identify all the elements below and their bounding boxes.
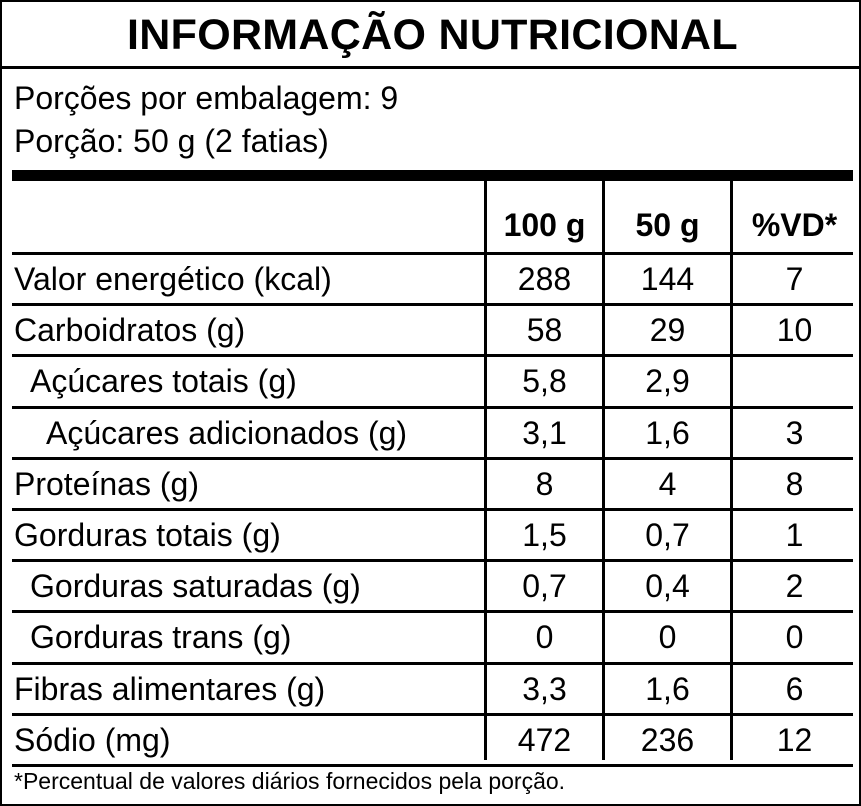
value-50g: 0,4 <box>645 568 690 605</box>
value-50g: 4 <box>658 465 677 502</box>
column-header-100g: 100 g <box>503 207 586 243</box>
table-row: Açúcares totais (g) 5,8 2,9 <box>2 357 861 405</box>
value-vd: 7 <box>785 261 804 297</box>
value-vd: 2 <box>785 568 804 605</box>
column-header-vd: %VD* <box>751 207 838 243</box>
value-vd: 6 <box>785 670 804 707</box>
serving-size: Porção: 50 g (2 fatias) <box>14 123 329 159</box>
nutrient-name: Gorduras trans (g) <box>30 619 292 656</box>
table-row: Carboidratos (g) 58 29 10 <box>2 306 861 354</box>
value-vd: 8 <box>785 465 804 502</box>
value-50g: 1,6 <box>645 414 690 451</box>
nutrient-name: Açúcares adicionados (g) <box>46 414 408 451</box>
value-100g: 288 <box>517 261 572 297</box>
row-divider <box>12 508 853 511</box>
column-divider <box>602 181 605 760</box>
row-divider <box>12 661 853 665</box>
value-vd: 10 <box>776 312 813 349</box>
column-divider <box>484 181 487 760</box>
row-divider <box>12 764 853 767</box>
title-divider <box>2 66 861 69</box>
nutrient-name: Proteínas (g) <box>14 465 199 502</box>
label-title: INFORMAÇÃO NUTRICIONAL <box>127 11 738 59</box>
value-100g: 0,7 <box>522 568 567 605</box>
nutrient-name: Açúcares totais (g) <box>30 363 297 400</box>
nutrient-name: Sódio (mg) <box>14 721 171 758</box>
thick-divider <box>12 170 853 181</box>
nutrient-name: Gorduras saturadas (g) <box>30 568 361 605</box>
table-row: Sódio (mg) 472 236 12 <box>2 716 861 764</box>
nutrient-name: Fibras alimentares (g) <box>14 670 326 707</box>
column-divider <box>730 181 733 760</box>
value-50g: 2,9 <box>645 363 690 400</box>
value-100g: 58 <box>526 312 563 349</box>
table-row: Gorduras totais (g) 1,5 0,7 1 <box>2 511 861 559</box>
row-divider <box>12 559 853 563</box>
value-50g: 1,6 <box>645 670 690 707</box>
row-divider <box>12 712 853 716</box>
table-row: Gorduras saturadas (g) 0,7 0,4 2 <box>2 562 861 610</box>
nutrient-name: Gorduras totais (g) <box>14 517 281 553</box>
servings-per-package: Porções por embalagem: 9 <box>14 80 399 116</box>
row-divider <box>12 303 853 307</box>
value-50g: 0,7 <box>645 517 690 553</box>
row-divider <box>12 456 853 460</box>
nutrient-name: Carboidratos (g) <box>14 312 246 349</box>
value-100g: 472 <box>517 721 572 758</box>
value-50g: 144 <box>640 261 695 297</box>
value-vd: 0 <box>785 619 804 656</box>
value-100g: 3,1 <box>522 414 567 451</box>
value-vd: 12 <box>776 721 813 758</box>
row-divider <box>12 405 853 409</box>
value-100g: 0 <box>535 619 554 656</box>
row-divider <box>12 354 853 358</box>
nutrient-name: Valor energético (kcal) <box>14 261 332 297</box>
column-header-50g: 50 g <box>635 207 700 243</box>
table-row: Açúcares adicionados (g) 3,1 1,6 3 <box>2 409 861 457</box>
row-divider <box>12 610 853 614</box>
value-50g: 236 <box>640 721 695 758</box>
footnote: *Percentual de valores diários fornecido… <box>14 768 566 794</box>
value-100g: 8 <box>535 465 554 502</box>
value-100g: 1,5 <box>522 517 567 553</box>
table-row: Proteínas (g) 8 4 8 <box>2 460 861 508</box>
value-100g: 5,8 <box>522 363 567 400</box>
value-vd: 1 <box>785 517 804 553</box>
value-100g: 3,3 <box>522 670 567 707</box>
table-row: Valor energético (kcal) 288 144 7 <box>2 255 861 303</box>
table-row: Gorduras trans (g) 0 0 0 <box>2 613 861 661</box>
value-50g: 29 <box>649 312 686 349</box>
value-50g: 0 <box>658 619 677 656</box>
value-vd: 3 <box>785 414 804 451</box>
table-row: Fibras alimentares (g) 3,3 1,6 6 <box>2 665 861 713</box>
header-divider <box>12 252 853 255</box>
